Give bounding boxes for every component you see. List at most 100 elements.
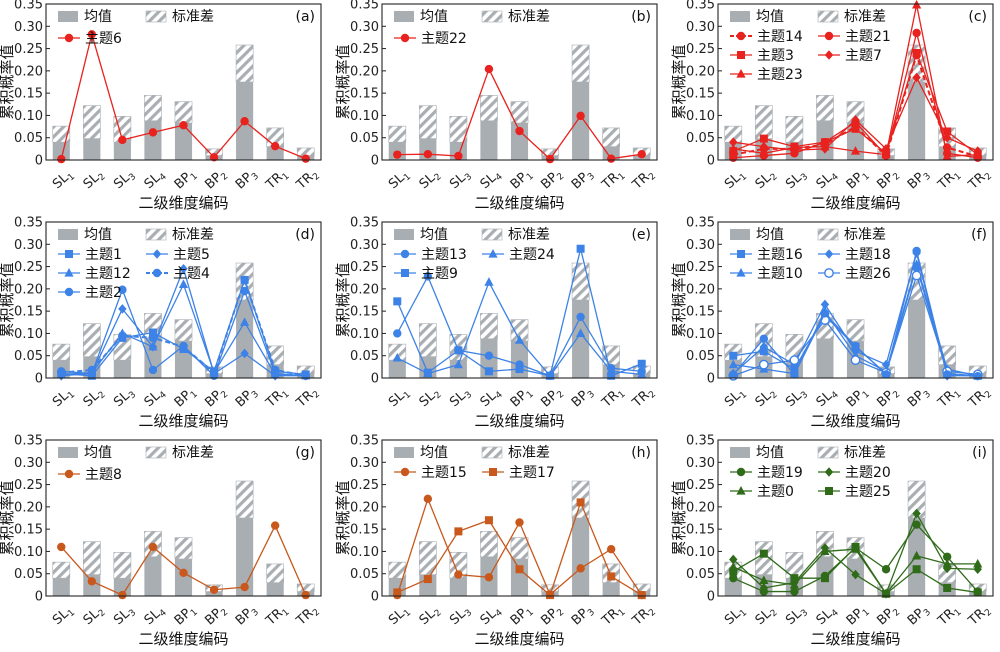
series-0-point-2 [454,151,463,161]
legend-marker-2 [737,51,745,59]
series-3-point-2 [789,355,800,366]
series-4-point-2 [789,142,799,152]
mean-bar-0 [724,578,742,596]
series-1-point-8 [637,591,646,600]
x-tick-label: SL1 [386,603,413,630]
legend-label-4: 主题2 [85,285,122,301]
x-tick-label: TR2 [629,166,658,195]
x-tick-label: SL3 [111,167,138,194]
y-tick-label: 0 [371,372,379,387]
series-3-point-4 [850,355,861,366]
series-0-point-4 [179,568,188,578]
series-0-point-2 [118,135,127,145]
x-tick-label: SL3 [447,603,474,630]
legend-marker-1 [824,249,834,259]
series-1-point-1 [423,575,432,584]
x-tick-label: TR2 [965,602,994,631]
legend-marker-3 [825,487,833,495]
series-3-point-3 [820,574,829,583]
plot-frame [717,221,994,379]
mean-bar-1 [83,138,101,160]
series-0-point-1 [423,272,433,281]
series-4-point-4 [851,341,860,351]
series-0-point-3 [148,328,157,337]
std-bar-4 [174,537,193,560]
series-0-point-6 [576,312,585,322]
x-tick-label: SL4 [814,603,841,630]
legend-marker-2 [64,268,74,277]
panel-a: 累积概率值 0 0.05 0.10 0.15 0.20 0.25 0.30 0.35 SL1 SL2… [0,0,322,212]
y-axis-label: 累积概率值 [334,44,352,119]
mean-bar-0 [52,142,70,160]
y-tick-label: 0.30 [350,238,379,253]
legend-label-2: 主题10 [757,266,803,282]
std-bar-1 [82,105,101,139]
mean-bar-2 [113,360,131,378]
x-tick-label: TR1 [935,602,964,631]
series-0-point-7 [270,521,280,530]
y-tick-label: 0.05 [14,567,43,582]
legend-mean-swatch [394,229,414,240]
x-tick-label: BP2 [538,602,566,630]
series-0-point-7 [606,545,616,554]
legend-std-swatch [817,446,839,459]
series-1-point-6 [576,328,586,338]
series-3-point-0 [729,137,738,147]
series-0-point-3 [484,573,494,582]
x-tick-label: BP2 [538,166,566,194]
mean-bar-6 [908,300,926,378]
panel-b: 累积概率值 0 0.05 0.10 0.15 0.20 0.25 0.30 0.35 SL1 SL2… [334,0,658,212]
legend-mean-label: 均值 [84,9,112,25]
mean-bar-2 [449,578,467,596]
series-1-point-4 [179,264,188,274]
series-0-point-1 [423,494,433,504]
y-tick-label: 0 [35,590,43,605]
x-tick-label: BP2 [874,384,902,412]
legend-marker-1 [152,249,162,259]
legend-label-2: 主题0 [757,484,794,500]
x-tick-label: BP1 [172,602,200,630]
series-0-point-2 [454,570,463,579]
series-0-point-8 [301,154,310,163]
legend-label-1: 主题17 [509,465,555,481]
std-bar-0 [52,561,71,579]
mean-bar-3 [144,338,162,378]
series-2-point-8 [637,359,646,368]
mean-bar-4 [510,559,529,596]
x-tick-label: TR2 [629,384,658,413]
legend-marker-1 [488,249,498,258]
series-1-point-2 [453,359,463,369]
legend-std-swatch [817,10,839,23]
series-2-point-3 [484,367,493,376]
series-2-point-1 [423,368,432,377]
series-3-point-6 [240,275,249,285]
series-4-point-1 [87,369,97,378]
series-0-point-3 [148,542,158,552]
legend-std-label: 标准差 [844,9,886,25]
legend-std-label: 标准差 [508,227,550,243]
std-bar-6 [571,262,590,301]
series-0-point-3 [148,128,158,137]
legend-marker-3 [152,268,162,278]
series-4-point-3 [820,141,830,151]
series-4-point-8 [301,371,310,380]
legend-label-2: 主题12 [85,266,131,282]
y-tick-label: 0.15 [686,87,715,102]
legend-label-1: 主题20 [845,465,891,481]
x-tick-label: SL2 [417,603,444,630]
std-bar-4 [174,101,193,124]
legend-std-swatch [145,228,167,241]
legend-label-0: 主题19 [757,465,803,481]
legend-label-4: 主题23 [757,67,803,83]
y-axis-label: 累积概率值 [670,480,688,555]
series-0-point-6 [576,111,585,121]
panel-tag: (i) [972,445,987,461]
y-tick-label: 0.25 [686,42,715,57]
x-tick-label: SL2 [753,603,780,630]
y-tick-label: 0.25 [350,260,379,275]
legend-mean-swatch [394,11,414,22]
y-tick-label: 0 [35,372,43,387]
y-tick-label: 0 [371,590,379,605]
x-tick-label: TR1 [599,384,628,413]
